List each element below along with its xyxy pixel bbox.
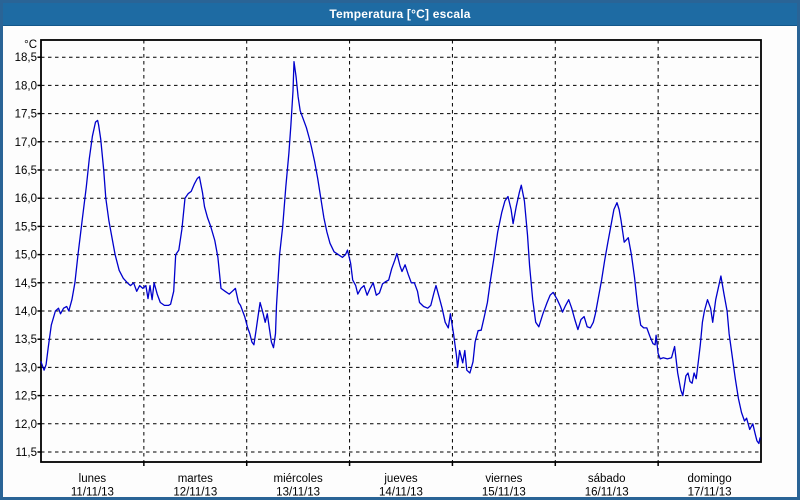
day-date-label: 16/11/13 (585, 487, 629, 498)
y-tick-label: 12,5 (15, 391, 37, 403)
y-tick-label: 16,5 (15, 165, 37, 177)
window-title: Temperatura [°C] escala (329, 7, 471, 21)
day-name-label: lunes (79, 473, 107, 485)
y-tick-label: 17,5 (15, 109, 37, 121)
x-gridlines (143, 40, 659, 466)
day-name-label: domingo (688, 473, 732, 485)
y-tick-label: 13,5 (15, 334, 37, 346)
y-tick-labels: 18,5 18,0 17,5 17,0 16,5 16,0 15,5 15,0 14,5 14,0… (15, 39, 37, 459)
y-gridlines (37, 56, 761, 453)
temperature-line (40, 61, 761, 445)
day-date-label: 11/11/13 (71, 487, 114, 498)
day-date-label: 17/11/13 (688, 487, 732, 498)
title-bar: Temperatura [°C] escala (3, 3, 797, 26)
day-date-label: 15/11/13 (482, 487, 526, 498)
x-axis-labels: lunes 11/11/13 martes 12/11/13 miércoles 13/1… (71, 473, 732, 497)
y-tick-label: 16,0 (15, 193, 37, 205)
y-tick-label: 15,0 (15, 250, 37, 262)
day-name-label: viernes (485, 473, 522, 485)
plot-border (40, 39, 762, 463)
day-date-label: 13/11/13 (276, 487, 320, 498)
y-axis-unit-label: °C (24, 39, 37, 51)
y-tick-label: 14,0 (15, 306, 37, 318)
y-tick-label: 15,5 (15, 221, 37, 233)
day-date-label: 12/11/13 (173, 487, 217, 498)
y-tick-label: 12,0 (15, 419, 37, 431)
y-tick-label: 13,0 (15, 362, 37, 374)
y-tick-label: 17,0 (15, 137, 37, 149)
y-tick-label: 11,5 (15, 447, 37, 459)
y-tick-label: 18,5 (15, 52, 37, 64)
temperature-chart: 18,5 18,0 17,5 17,0 16,5 16,0 15,5 15,0 14,5 14,0… (15, 39, 762, 497)
y-tick-label: 18,0 (15, 80, 37, 92)
day-name-label: sábado (588, 473, 626, 485)
day-name-label: miércoles (274, 473, 323, 485)
day-date-label: 14/11/13 (379, 487, 423, 498)
chart-area: 18,5 18,0 17,5 17,0 16,5 16,0 15,5 15,0 14,5 14,0… (3, 25, 797, 497)
y-tick-label: 14,5 (15, 278, 37, 290)
day-name-label: jueves (383, 473, 417, 485)
day-name-label: martes (178, 473, 213, 485)
